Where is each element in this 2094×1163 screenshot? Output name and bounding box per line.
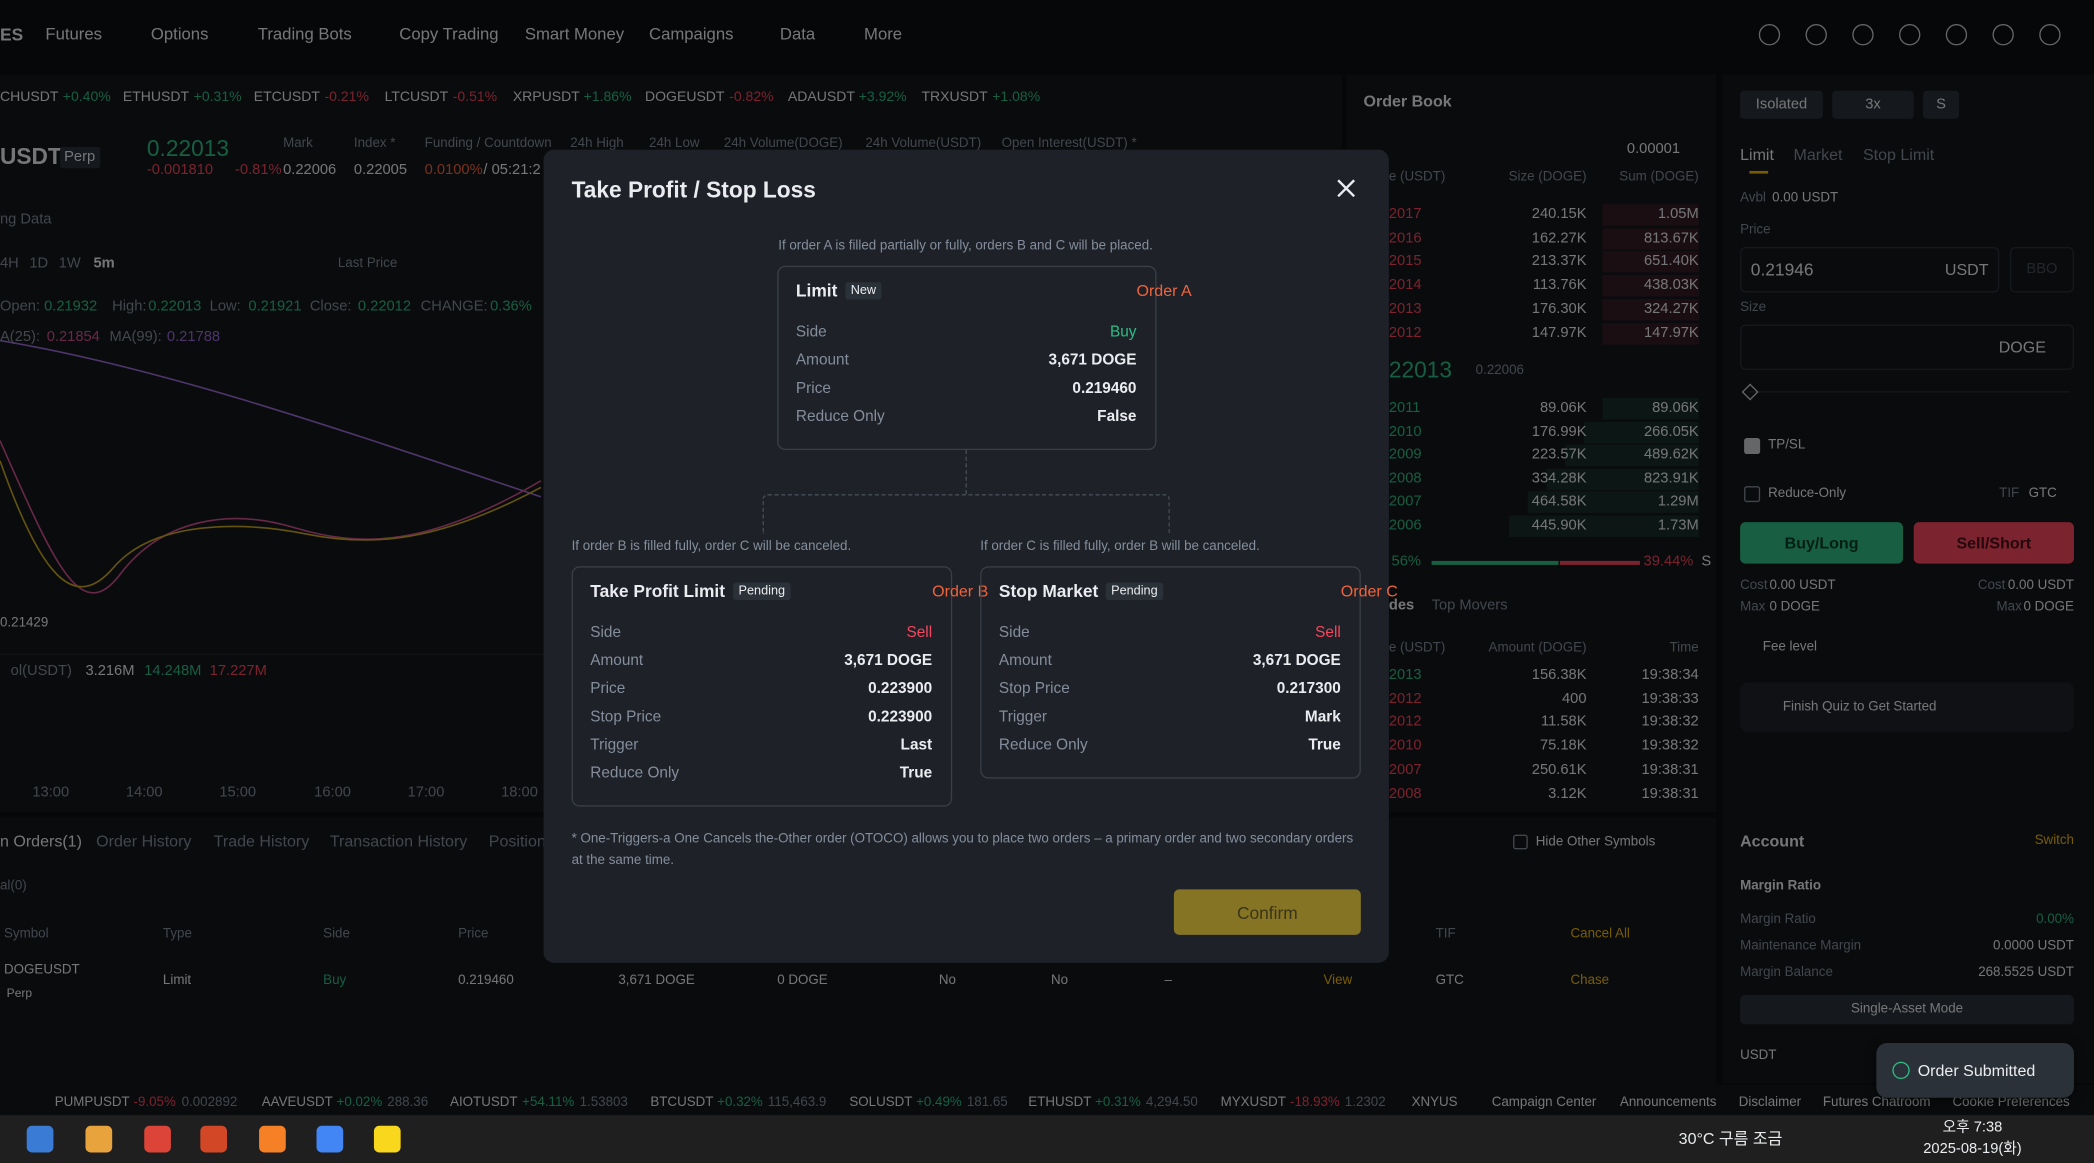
taskbar [0, 1115, 2094, 1163]
field-label: Stop Price [998, 681, 1070, 698]
field-value: 0.223900 [868, 681, 933, 698]
field-value: True [899, 765, 933, 782]
field-label: Amount [590, 653, 644, 670]
field-label: Amount [795, 352, 849, 369]
field-value: 3,671 DOGE [1048, 352, 1137, 369]
field-value: Mark [1304, 709, 1341, 726]
footnote: * One-Triggers-a One Cancels the-Other o… [571, 831, 1354, 869]
field-value: True [1308, 737, 1341, 754]
field-label: Price [795, 380, 831, 397]
field-value: False [1097, 408, 1137, 425]
field-label: Stop Price [590, 709, 662, 726]
modal-title: Take Profit / Stop Loss [571, 177, 816, 203]
field-label: Trigger [590, 737, 639, 754]
field-value: 3,671 DOGE [844, 653, 933, 670]
field-value: 0.219460 [1072, 380, 1137, 397]
modal [543, 149, 1389, 963]
field-value: 3,671 DOGE [1252, 653, 1341, 670]
note: If order A is filled partially or fully,… [778, 239, 1153, 254]
order-card [571, 566, 953, 807]
confirm-label[interactable]: Confirm [1236, 903, 1298, 924]
field-value: Sell [906, 625, 933, 642]
confirm-button[interactable] [1173, 889, 1361, 935]
connector [762, 494, 1170, 535]
field-label: Price [590, 681, 626, 698]
taskbar-icon[interactable] [316, 1125, 344, 1153]
order-card [980, 566, 1361, 779]
field-label: Reduce Only [795, 408, 885, 425]
field-label: Side [795, 324, 827, 341]
order-type: Limit [795, 280, 838, 301]
clock-time: 오후 7:38 [1942, 1119, 2003, 1136]
order-status: Pending [1105, 582, 1164, 601]
toast-icon [1892, 1061, 1910, 1080]
close-icon [1337, 179, 1356, 198]
order-status: Pending [733, 582, 791, 601]
field-label: Reduce Only [590, 765, 680, 782]
taskbar-icon[interactable] [144, 1125, 171, 1153]
field-value: Last [900, 737, 933, 754]
field-label: Trigger [998, 709, 1048, 726]
weather: 30°C 구름 조금 [1678, 1129, 1783, 1149]
clock-date: 2025-08-19(화) [1923, 1141, 2022, 1158]
field-value: 0.223900 [868, 709, 933, 726]
close-button[interactable] [1335, 178, 1356, 199]
order-type: Take Profit Limit [590, 581, 726, 602]
field-label: Side [998, 625, 1030, 642]
order-status: New [845, 282, 882, 301]
taskbar-icon[interactable] [373, 1125, 401, 1153]
taskbar-icon[interactable] [26, 1125, 54, 1153]
toast-text: Order Submitted [1917, 1061, 2036, 1081]
order-label: Order C [1340, 581, 1398, 601]
order-card [777, 265, 1157, 451]
field-label: Side [590, 625, 622, 642]
field-value: Sell [1315, 625, 1341, 642]
field-label: Amount [998, 653, 1052, 670]
taskbar-icon[interactable] [200, 1125, 228, 1153]
field-label: Reduce Only [998, 737, 1088, 754]
taskbar-icon[interactable] [259, 1125, 286, 1153]
note: If order C is filled fully, order B will… [980, 539, 1260, 555]
order-label: Order B [932, 581, 989, 601]
connector [965, 450, 969, 495]
order-label: Order A [1136, 281, 1192, 301]
taskbar-icon[interactable] [85, 1125, 113, 1153]
field-value: 0.217300 [1276, 681, 1341, 698]
note: If order B is filled fully, order C will… [571, 539, 852, 555]
field-value: Buy [1109, 324, 1137, 341]
order-type: Stop Market [998, 581, 1099, 602]
